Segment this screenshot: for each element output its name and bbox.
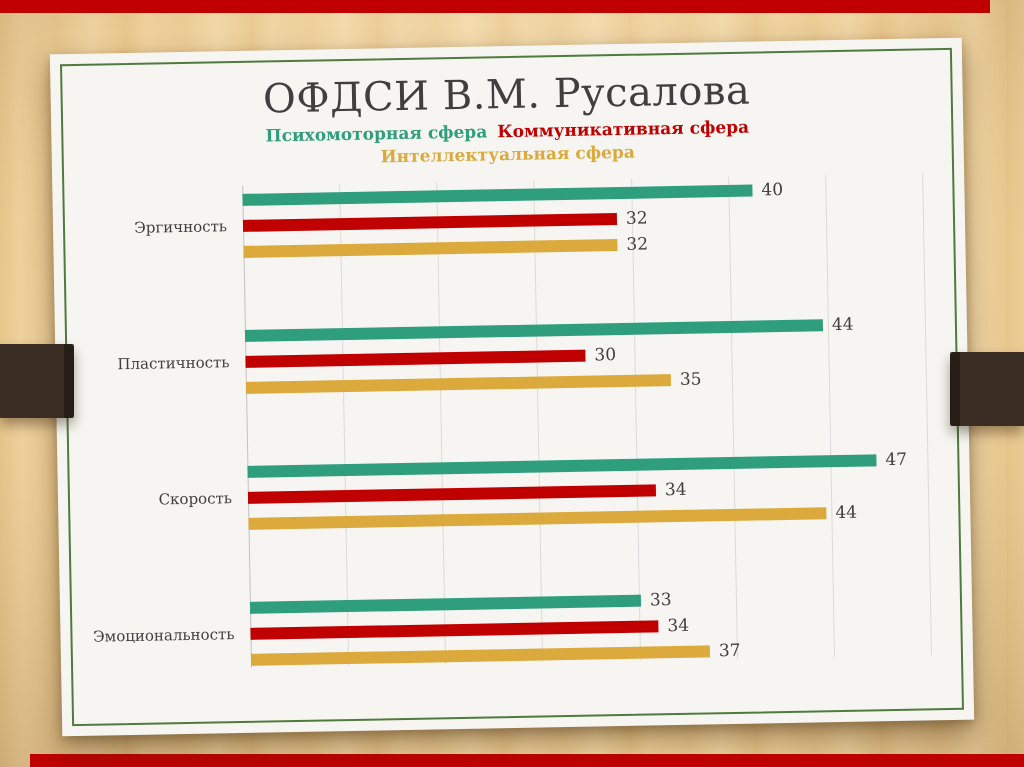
bar <box>242 212 618 232</box>
bar-set: 33 34 37 <box>249 589 931 666</box>
bar-value-label: 44 <box>835 502 858 523</box>
bar-value-label: 33 <box>649 589 672 611</box>
card-content: ОФДСИ В.М. Русалова Психомоторная сфера К… <box>62 50 962 724</box>
bar-row: 37 <box>250 640 931 666</box>
bar-row: 32 <box>242 207 923 232</box>
gridline <box>727 176 738 659</box>
bar-value-label: 35 <box>679 369 702 390</box>
left-strap <box>0 344 74 418</box>
bar <box>247 484 657 504</box>
gridline <box>436 182 447 665</box>
legend-item: Коммуникативная сфера <box>497 117 750 143</box>
bar-row: 34 <box>247 479 928 504</box>
category-label: Пластичность <box>117 353 230 374</box>
chart-legend: Психомоторная сфера Коммуникативная сфера… <box>63 113 952 175</box>
gridline <box>339 183 350 666</box>
bar <box>245 349 586 368</box>
bar-set: 44 30 35 <box>244 314 926 394</box>
axis-line <box>242 185 253 668</box>
bar-value-label: 32 <box>625 208 648 229</box>
gridline <box>922 173 932 656</box>
bar-value-label: 44 <box>831 314 854 336</box>
bar-chart: Эргичность 40 32 32 Пластичность 44 30 35 Скорос… <box>64 173 961 669</box>
top-red-strip <box>0 0 990 13</box>
bar-value-label: 34 <box>667 615 690 637</box>
right-strap <box>950 352 1024 426</box>
legend-item: Психомоторная сфера <box>265 122 488 147</box>
category-label: Эргичность <box>134 217 228 237</box>
bar-value-label: 32 <box>626 234 649 255</box>
legend-item: Интеллектуальная сфера <box>380 142 636 168</box>
category-label: Эмоциональность <box>92 625 235 646</box>
bar-set: 40 32 32 <box>242 179 923 258</box>
bar-value-label: 47 <box>885 449 908 471</box>
bar-value-label: 30 <box>594 344 617 366</box>
slide-card: ОФДСИ В.М. Русалова Психомоторная сфера К… <box>49 37 975 737</box>
bar-row: 30 <box>245 343 925 368</box>
bottom-red-strip <box>30 754 1024 767</box>
bar-set: 47 34 44 <box>247 449 928 530</box>
bar-value-label: 34 <box>664 479 687 501</box>
bar-value-label: 37 <box>718 640 741 662</box>
bar-value-label: 40 <box>761 179 784 201</box>
category-label: Скорость <box>158 489 233 509</box>
gridline <box>825 175 835 658</box>
bar-row: 34 <box>250 615 930 640</box>
bar <box>250 620 659 640</box>
gridline <box>533 180 544 663</box>
